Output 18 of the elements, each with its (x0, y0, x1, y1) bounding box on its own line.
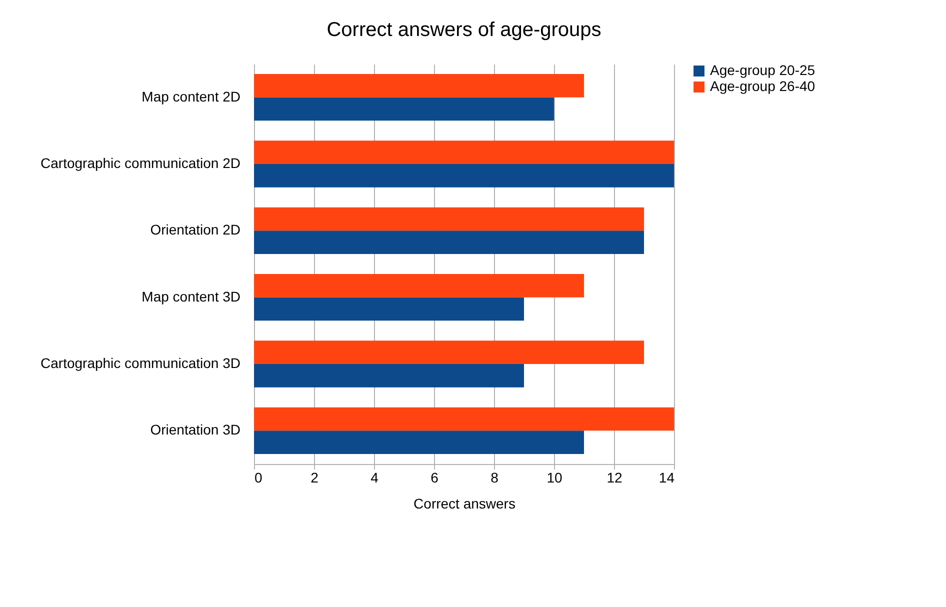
x-axis-title: Correct answers (414, 496, 516, 512)
x-tick-label: 2 (310, 470, 319, 486)
y-tick-label: Map content 3D (142, 288, 240, 304)
legend-label: Age-group 20-25 (710, 62, 816, 78)
y-tick-label: Orientation 2D (150, 222, 240, 238)
y-tick-label: Map content 2D (142, 88, 240, 104)
x-tick-label: 0 (254, 470, 262, 486)
x-tick-label: 6 (430, 470, 439, 486)
x-tick-label: 8 (490, 470, 499, 486)
y-tick-label: Orientation 3D (150, 422, 240, 438)
chart-title: Correct answers of age-groups (326, 19, 602, 41)
x-tick-label: 10 (546, 470, 562, 486)
x-tick-label: 14 (658, 470, 675, 486)
x-tick-label: 4 (370, 470, 379, 486)
y-tick-label: Cartographic communication 2D (40, 155, 240, 171)
x-tick-label: 12 (606, 470, 622, 486)
y-tick-label: Cartographic communication 3D (40, 355, 240, 371)
legend-label: Age-group 26-40 (710, 78, 816, 94)
